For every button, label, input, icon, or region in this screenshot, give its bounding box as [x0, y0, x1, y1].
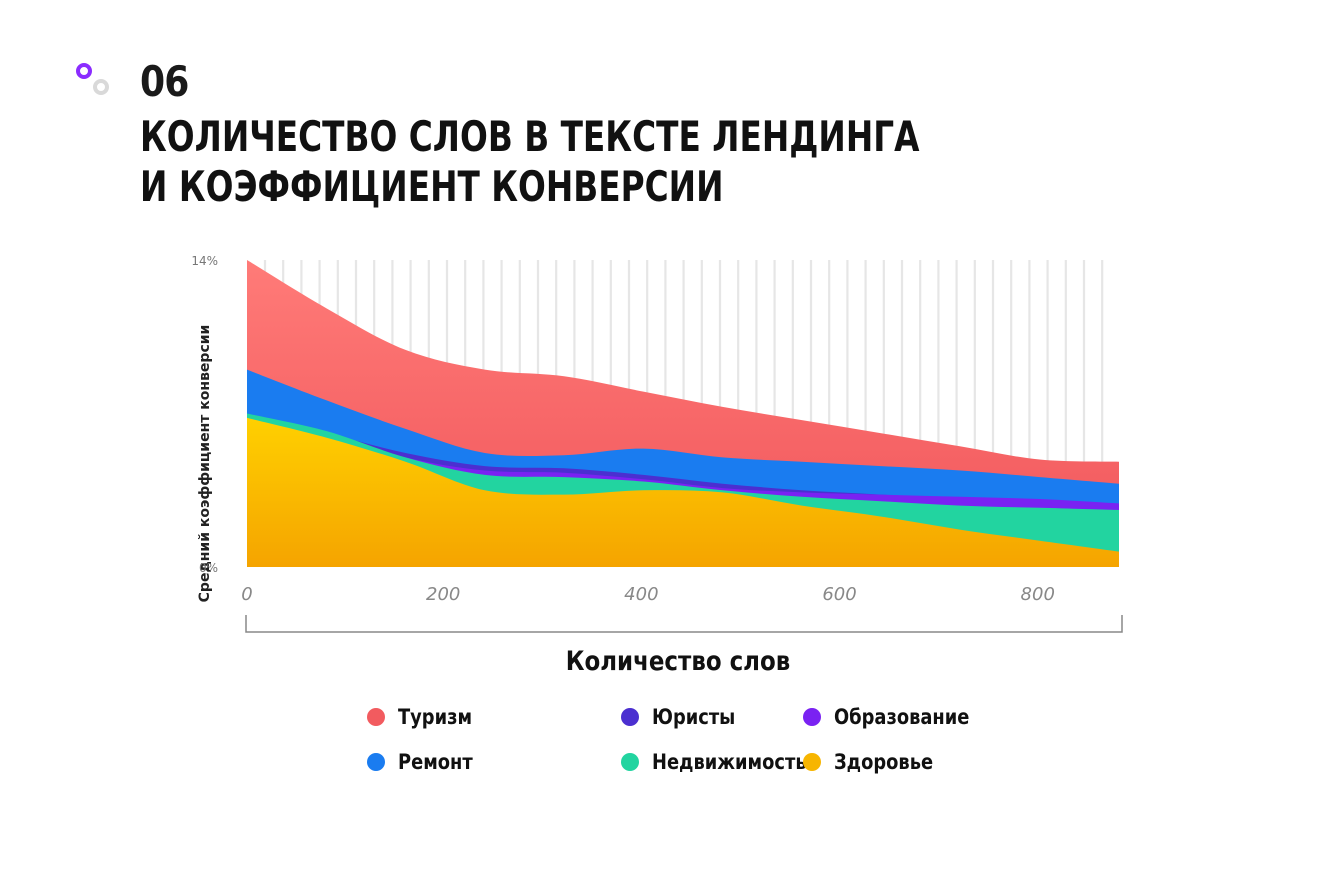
legend-label: Юристы [652, 705, 736, 729]
x-tick-label: 200 [426, 584, 460, 605]
x-tick-label: 400 [624, 584, 658, 605]
page-header: 06 КОЛИЧЕСТВО СЛОВ В ТЕКСТЕ ЛЕНДИНГА И К… [140, 56, 1139, 212]
x-tick-label: 0 [241, 584, 252, 605]
area-Здоровье [247, 417, 1119, 567]
legend-swatch [621, 708, 639, 726]
legend-item: Юристы [621, 705, 750, 729]
y-tick-label: 0% [199, 561, 218, 575]
logo-dot-purple [76, 63, 92, 79]
axes: Средний коэффициент конверсии Количество… [197, 325, 1123, 676]
x-tick-label: 600 [822, 584, 856, 605]
legend-swatch [367, 708, 385, 726]
y-tick-label: 14% [191, 254, 218, 268]
legend-label: Здоровье [834, 750, 934, 774]
legend-swatch [367, 753, 385, 771]
x-tick-label: 800 [1021, 584, 1055, 605]
legend-item: Образование [803, 705, 993, 729]
series-areas [247, 260, 1119, 567]
y-axis-label: Средний коэффициент конверсии [197, 325, 213, 603]
x-axis-label: Количество слов [566, 645, 791, 676]
legend-item: Здоровье [803, 750, 951, 774]
section-number: 06 [140, 57, 189, 106]
legend-label: Недвижимость [652, 750, 807, 774]
page-title-line-2: И КОЭФФИЦИЕНТ КОНВЕРСИИ [140, 162, 724, 211]
legend-label: Ремонт [398, 750, 473, 774]
legend-item: Туризм [367, 705, 485, 729]
page-title: КОЛИЧЕСТВО СЛОВ В ТЕКСТЕ ЛЕНДИНГА И КОЭФ… [140, 112, 920, 212]
x-axis-bracket [245, 615, 1123, 633]
legend-swatch [621, 753, 639, 771]
legend-item: Ремонт [367, 750, 486, 774]
logo-dot-grey [93, 79, 109, 95]
legend-label: Туризм [398, 705, 473, 729]
tick-labels: 0 200 400 600 800 0% 14% [191, 254, 1055, 605]
legend-swatch [803, 753, 821, 771]
page-title-line-1: КОЛИЧЕСТВО СЛОВ В ТЕКСТЕ ЛЕНДИНГА [140, 112, 920, 161]
legend-swatch [803, 708, 821, 726]
legend-item: Недвижимость [621, 750, 834, 774]
legend-label: Образование [834, 705, 970, 729]
brand-logo-icon [76, 63, 109, 95]
